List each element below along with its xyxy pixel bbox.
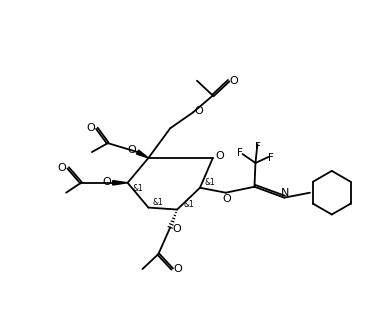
Text: O: O: [102, 177, 111, 187]
Text: O: O: [223, 194, 231, 204]
Text: F: F: [268, 153, 274, 163]
Text: &1: &1: [184, 200, 194, 209]
Polygon shape: [137, 150, 149, 158]
Text: O: O: [229, 76, 238, 86]
Text: O: O: [58, 163, 67, 173]
Text: F: F: [254, 142, 260, 152]
Text: F: F: [237, 148, 242, 158]
Text: O: O: [86, 123, 95, 133]
Text: &1: &1: [153, 198, 164, 207]
Text: O: O: [174, 264, 182, 274]
Text: O: O: [194, 107, 203, 116]
Polygon shape: [113, 181, 128, 185]
Text: O: O: [173, 224, 182, 234]
Text: N: N: [281, 188, 289, 198]
Text: &1: &1: [205, 178, 215, 187]
Text: O: O: [216, 151, 224, 161]
Text: &1: &1: [132, 184, 143, 193]
Text: O: O: [127, 145, 136, 155]
